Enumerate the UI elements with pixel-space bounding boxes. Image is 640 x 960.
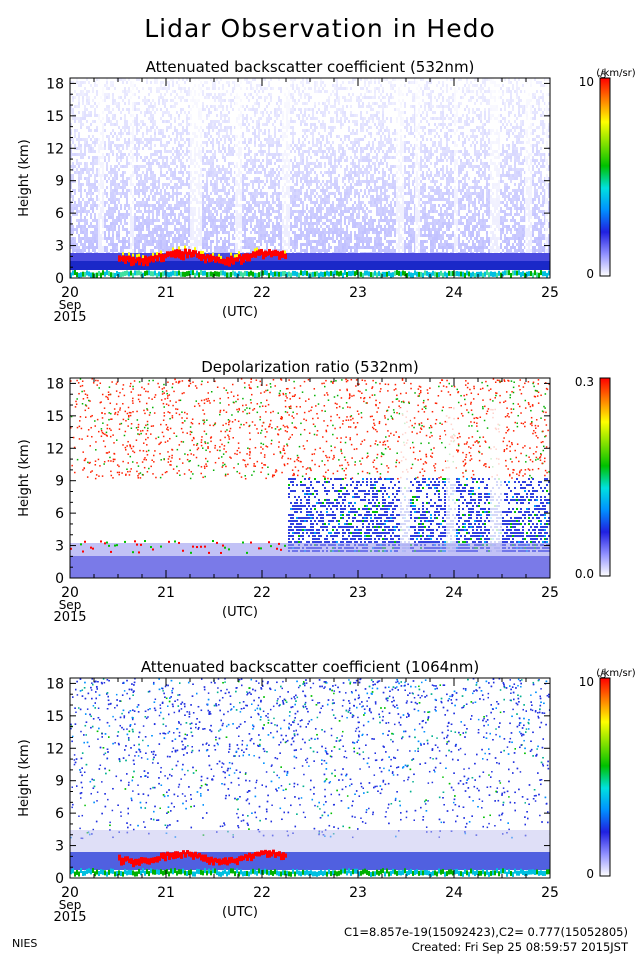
colorbar-top-label: 0.3 [575, 375, 594, 389]
y-tick-label: 18 [46, 676, 64, 692]
colorbar-top-exponent: -5 [598, 71, 607, 81]
panel2-plot-area [70, 378, 550, 578]
y-tick-label: 6 [55, 506, 64, 522]
y-tick-label: 0 [55, 871, 64, 887]
panel1-colorbar: 10 -5 0 (/km/sr) [579, 68, 636, 281]
footer-created: Created: Fri Sep 25 08:59:57 2015JST [411, 940, 628, 954]
y-tick-label: 9 [55, 474, 64, 490]
panel1-title: Attenuated backscatter coefficient (532n… [145, 58, 475, 76]
y-tick-label: 9 [55, 174, 64, 190]
depolarization-field [70, 378, 550, 578]
x-tick-label: 20 [61, 585, 79, 601]
y-tick-label: 18 [46, 376, 64, 392]
x-tick-label: 23 [349, 585, 367, 601]
colorbar-top-label: 10 [579, 675, 594, 689]
y-tick-label: 3 [55, 239, 64, 255]
footer-credit: NIES [12, 937, 38, 950]
main-title: Lidar Observation in Hedo [144, 14, 496, 43]
x-start-month: Sep [59, 898, 82, 912]
y-tick-label: 0 [55, 271, 64, 287]
panel1-frame [69, 77, 551, 279]
backscatter-1064-field [70, 678, 550, 877]
footer-calibration: C1=8.857e-19(15092423),C2= 0.777(1505280… [344, 925, 628, 939]
x-tick-label: 24 [445, 885, 463, 901]
colorbar-top-exponent: -5 [598, 671, 607, 681]
y-axis-label: Height (km) [17, 739, 32, 816]
x-tick-label: 22 [253, 585, 271, 601]
x-axis-label: (UTC) [222, 305, 258, 320]
x-tick-label: 24 [445, 585, 463, 601]
x-tick-label: 22 [253, 885, 271, 901]
x-start-year: 2015 [53, 610, 86, 625]
y-tick-label: 15 [46, 709, 64, 725]
y-tick-label: 12 [46, 441, 64, 457]
backscatter-532-field [70, 78, 550, 278]
panel3-plot-area [70, 678, 550, 878]
x-tick-label: 20 [61, 285, 79, 301]
y-tick-label: 6 [55, 806, 64, 822]
y-tick-label: 15 [46, 409, 64, 425]
colorbar-bottom-label: 0 [586, 867, 594, 881]
colorbar-unit: (/km/sr) [596, 68, 635, 79]
y-axis-label: Height (km) [17, 439, 32, 516]
y-tick-label: 3 [55, 839, 64, 855]
x-tick-label: 22 [253, 285, 271, 301]
y-tick-label: 15 [46, 109, 64, 125]
colorbar-gradient [599, 377, 611, 577]
x-tick-label: 21 [157, 885, 175, 901]
x-tick-label: 24 [445, 285, 463, 301]
panel2-colorbar: 0.3 0.0 [575, 375, 611, 581]
x-start-year: 2015 [53, 910, 86, 925]
panel3-title: Attenuated backscatter coefficient (1064… [140, 658, 480, 676]
colorbar-bottom-label: 0.0 [575, 567, 594, 581]
x-start-month: Sep [59, 298, 82, 312]
x-tick-label: 23 [349, 885, 367, 901]
panel1-plot-area [70, 78, 550, 278]
y-tick-label: 12 [46, 741, 64, 757]
x-tick-label: 23 [349, 285, 367, 301]
x-start-year: 2015 [53, 310, 86, 325]
panel2-frame [69, 377, 551, 579]
y-tick-label: 0 [55, 571, 64, 587]
colorbar-gradient [599, 77, 611, 277]
y-tick-label: 18 [46, 76, 64, 92]
x-start-month: Sep [59, 598, 82, 612]
panel3-heatmap [70, 678, 550, 877]
y-axis-label: Height (km) [17, 139, 32, 216]
x-tick-label: 21 [157, 285, 175, 301]
x-tick-label: 25 [541, 885, 559, 901]
x-tick-label: 21 [157, 585, 175, 601]
colorbar-top-label: 10 [579, 75, 594, 89]
x-tick-label: 25 [541, 285, 559, 301]
x-tick-label: 25 [541, 585, 559, 601]
panel2-title: Depolarization ratio (532nm) [201, 358, 419, 376]
colorbar-gradient [599, 677, 611, 877]
panel3-frame [69, 677, 551, 879]
x-axis-label: (UTC) [222, 905, 258, 920]
x-axis-label: (UTC) [222, 605, 258, 620]
y-tick-label: 9 [55, 774, 64, 790]
y-tick-label: 12 [46, 141, 64, 157]
x-tick-label: 20 [61, 885, 79, 901]
colorbar-bottom-label: 0 [586, 267, 594, 281]
panel2-heatmap [70, 378, 550, 578]
panel3-colorbar: 10 -5 0 (/km/sr) [579, 668, 636, 881]
panel1-heatmap [70, 78, 550, 278]
y-tick-label: 3 [55, 539, 64, 555]
colorbar-unit: (/km/sr) [596, 668, 635, 679]
y-tick-label: 6 [55, 206, 64, 222]
